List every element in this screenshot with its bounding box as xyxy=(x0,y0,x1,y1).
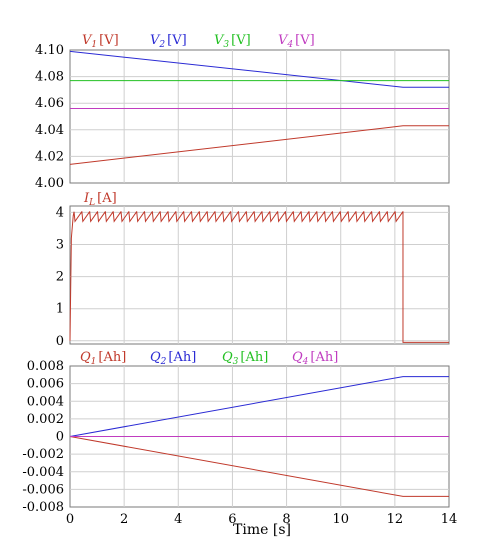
grid-voltage xyxy=(70,50,449,183)
x-tick-label: 2 xyxy=(120,512,128,527)
series-line-q1 xyxy=(69,436,449,497)
y-tick-label: 4.00 xyxy=(35,176,64,191)
grid-current xyxy=(70,206,449,344)
y-tick-label: 4.02 xyxy=(35,149,64,164)
x-tick-label: 12 xyxy=(387,512,404,527)
y-tick-label: 4.04 xyxy=(35,123,64,138)
legend-background xyxy=(211,30,269,48)
y-tick-label: 3 xyxy=(56,238,64,253)
yticks-voltage: 4.00 4.02 4.04 4.06 4.08 4.10 xyxy=(35,43,64,191)
legend-voltage: V1 [V] V2 [V] V3 [V] V4 [V] xyxy=(79,30,333,50)
y-tick-label: -0.002 xyxy=(22,447,64,462)
y-tick-label: 0.002 xyxy=(27,412,64,427)
legend-background xyxy=(147,347,205,365)
legend-entry-q2: Q2 [Ah] xyxy=(150,350,196,367)
legend-entry-v4: V4 [V] xyxy=(278,33,315,50)
y-tick-label: -0.006 xyxy=(22,482,64,497)
x-tick-label: 14 xyxy=(441,512,458,527)
x-tick-label: 8 xyxy=(282,512,290,527)
legend-entry-q3: Q3 [Ah] xyxy=(222,350,268,367)
y-tick-label: -0.004 xyxy=(22,465,64,480)
legend-entry-v2: V2 [V] xyxy=(150,33,187,50)
y-tick-label: 4.06 xyxy=(35,96,64,111)
x-tick-label: 10 xyxy=(332,512,349,527)
xticks-charge: 0 2 4 6 8 10 12 14 xyxy=(66,512,457,527)
y-tick-label: 0.006 xyxy=(27,377,64,392)
plot-current-frame xyxy=(69,205,450,345)
legend-current: IL [A] xyxy=(83,191,117,208)
y-tick-label: -0.008 xyxy=(22,500,64,515)
y-tick-label: 0.008 xyxy=(27,359,64,374)
series-voltage xyxy=(69,50,449,165)
legend-entry-il: IL [A] xyxy=(83,191,117,208)
plot-charge: -0.008 -0.006 -0.004 -0.002 0 0.002 0.004 0.006… xyxy=(22,347,457,538)
yticks-current: 0 1 2 3 4 xyxy=(56,205,64,348)
y-tick-label: 4.08 xyxy=(35,70,64,85)
legend-background xyxy=(77,347,135,365)
series-charge xyxy=(69,376,449,497)
series-current xyxy=(69,211,449,343)
plot-current: 0 1 2 3 4 IL [A] xyxy=(56,191,450,349)
series-line-v2 xyxy=(69,50,449,88)
legend-entry-v3: V3 [V] xyxy=(214,33,251,50)
series-line-q2 xyxy=(69,376,449,437)
y-tick-label: 4 xyxy=(56,205,64,220)
y-tick-label: 0 xyxy=(56,430,64,445)
x-tick-label: 0 xyxy=(66,512,74,527)
series-line-il xyxy=(69,211,449,343)
legend-entry-q1: Q1 [Ah] xyxy=(80,350,126,367)
y-tick-label: 0.004 xyxy=(27,394,64,409)
x-tick-label: 6 xyxy=(228,512,236,527)
legend-background xyxy=(275,30,333,48)
legend-background xyxy=(289,347,347,365)
series-line-v1 xyxy=(69,125,449,165)
y-tick-label: 1 xyxy=(56,302,64,317)
legend-background xyxy=(147,30,205,48)
x-tick-label: 4 xyxy=(174,512,182,527)
legend-background xyxy=(219,347,277,365)
legend-background xyxy=(79,30,137,48)
plot-voltage-frame xyxy=(69,49,450,184)
legend-charge: Q1 [Ah] Q2 [Ah] Q3 [Ah] Q4 [Ah] xyxy=(77,347,347,367)
y-tick-label: 4.10 xyxy=(35,43,64,58)
yticks-charge: -0.008 -0.006 -0.004 -0.002 0 0.002 0.004 0.006… xyxy=(22,359,64,515)
x-axis-title: Time [s] xyxy=(233,522,291,538)
plot-voltage: 4.00 4.02 4.04 4.06 4.08 4.10 V1 [V] V2 [V] V3 [V]… xyxy=(35,30,450,191)
legend-entry-v1: V1 [V] xyxy=(82,33,119,50)
y-tick-label: 2 xyxy=(56,270,64,285)
legend-entry-q4: Q4 [Ah] xyxy=(292,350,338,367)
y-tick-label: 0 xyxy=(56,334,64,349)
